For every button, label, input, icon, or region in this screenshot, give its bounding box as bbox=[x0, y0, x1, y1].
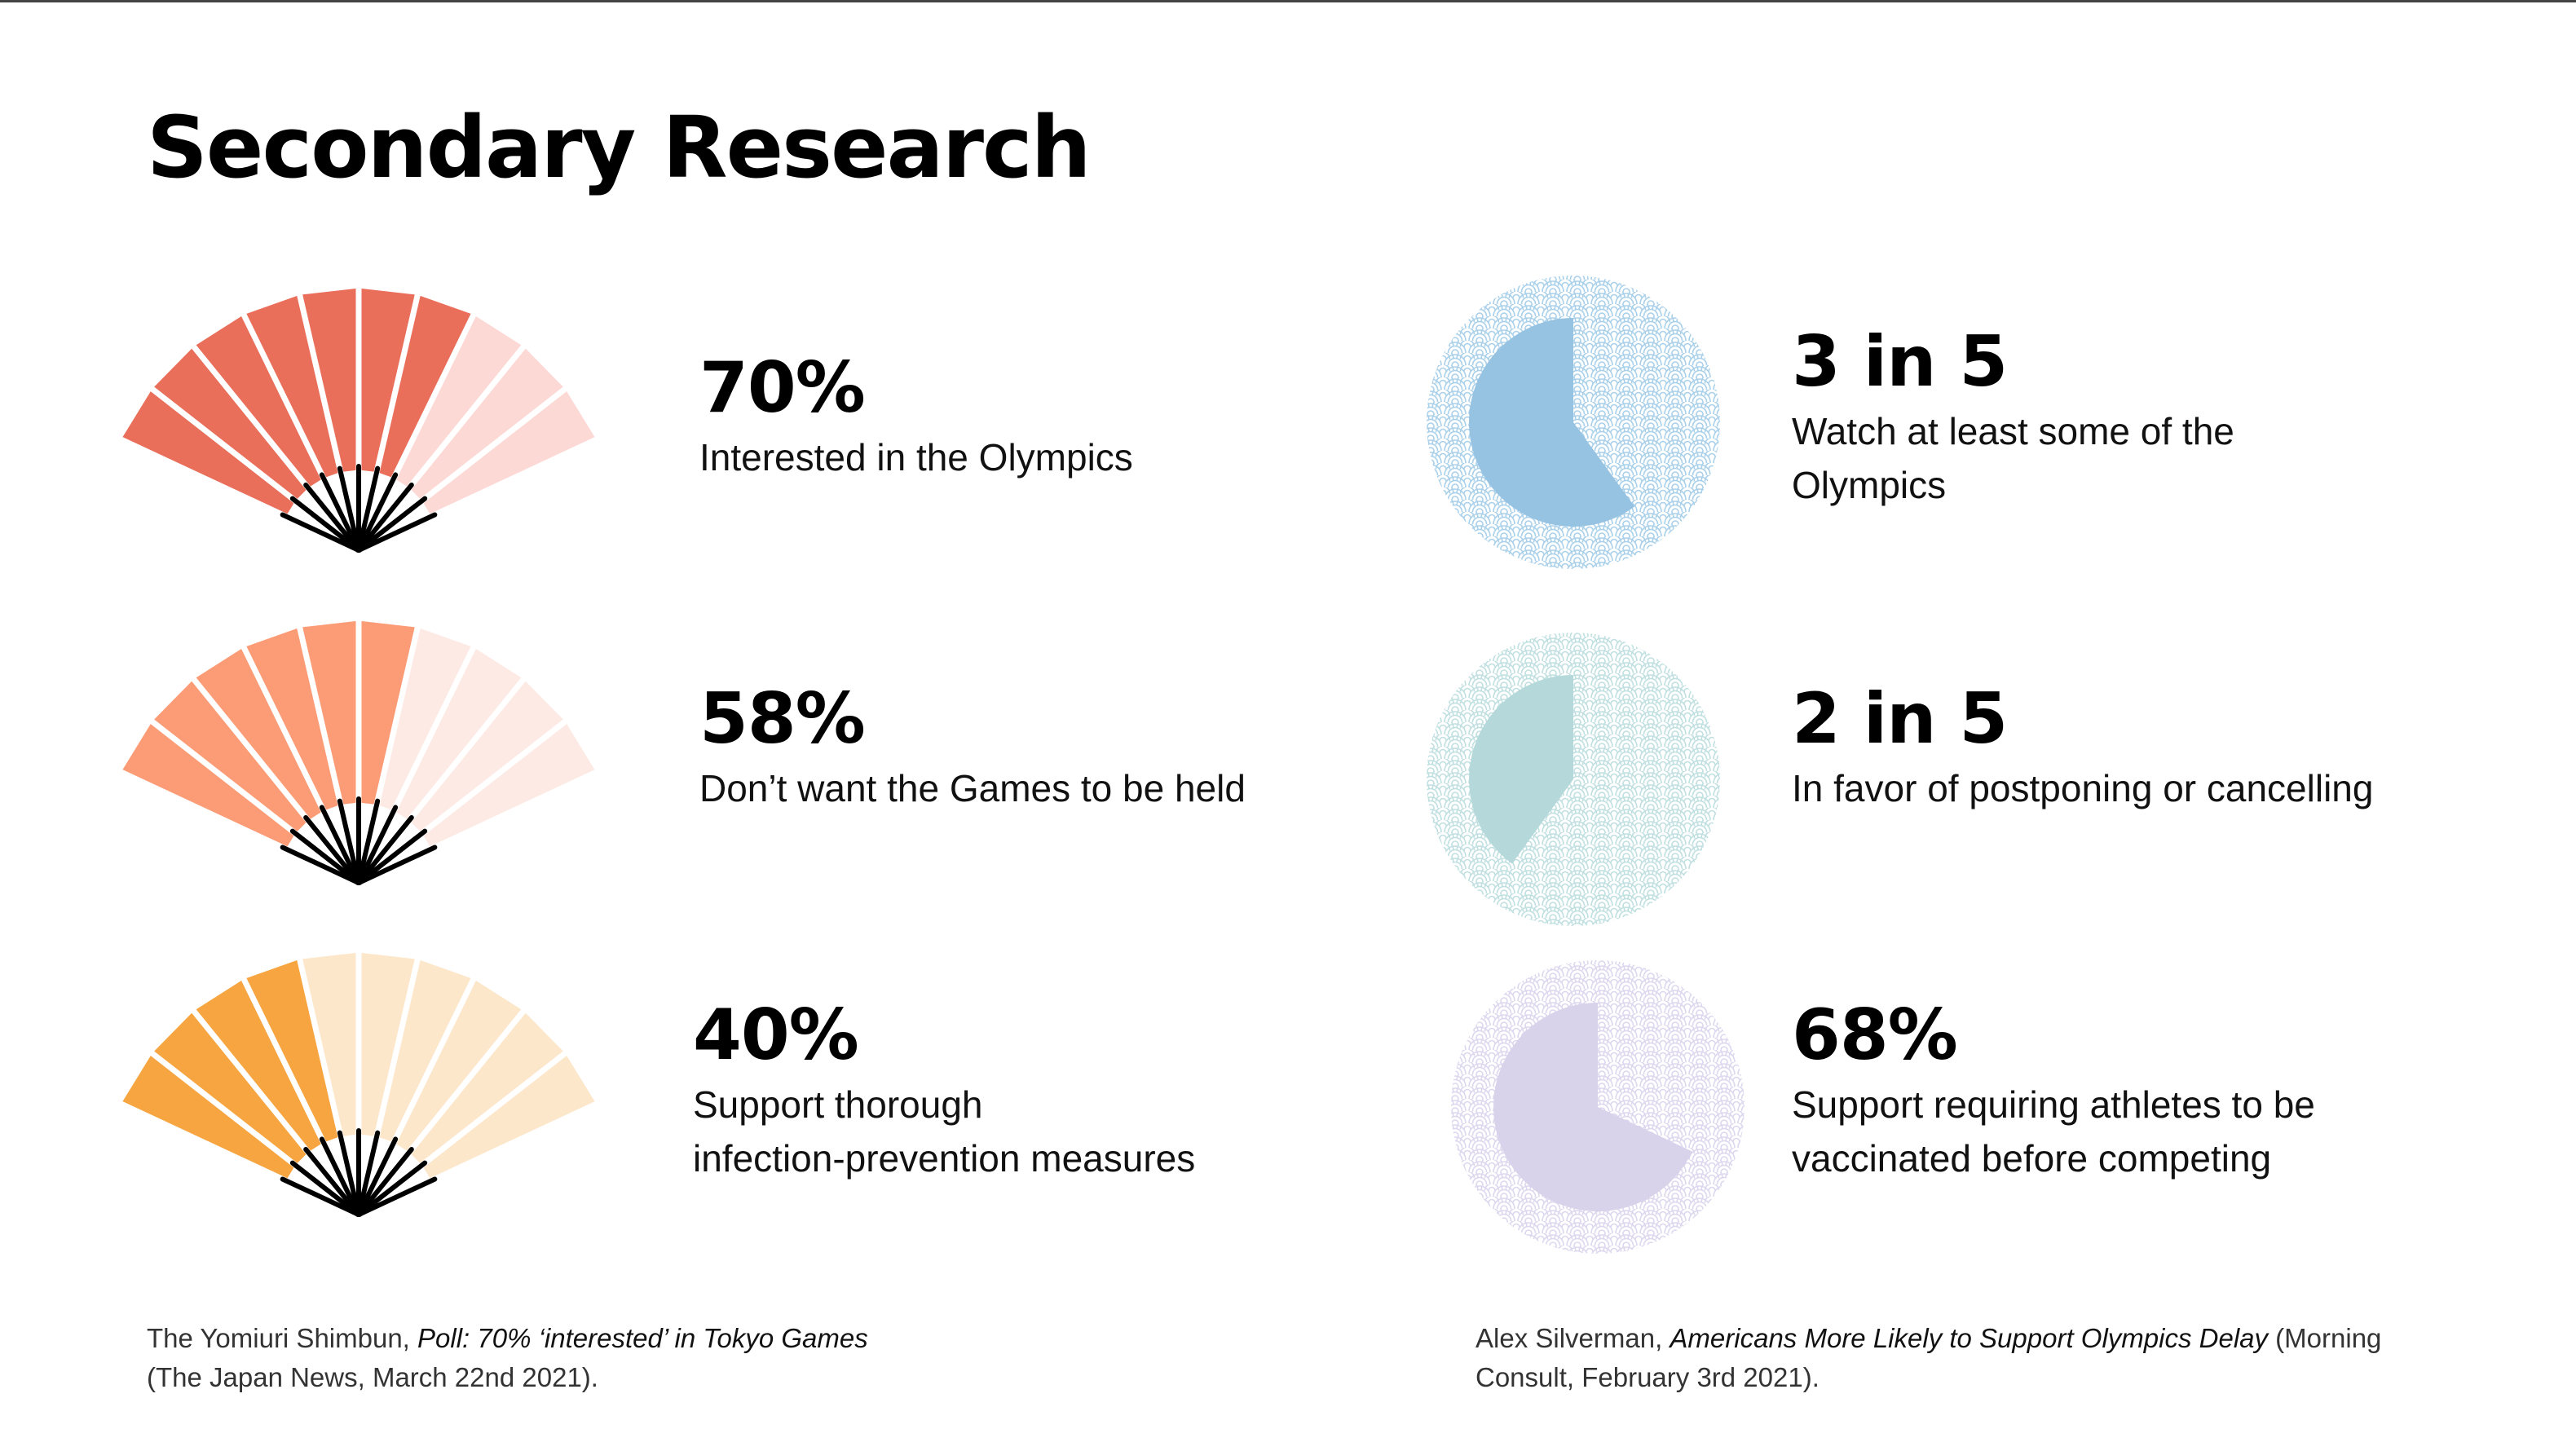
stat-description-line: Don’t want the Games to be held bbox=[699, 767, 1246, 809]
pie-circle-icon-postpone bbox=[1427, 633, 1720, 926]
stat-value: 68% bbox=[1792, 995, 1958, 1076]
stat-value: 2 in 5 bbox=[1792, 678, 2008, 760]
stat-description: Watch at least some of the Olympics bbox=[1792, 404, 2234, 512]
stat-interested: 70% Interested in the Olympics bbox=[699, 349, 1133, 484]
stat-value: 58% bbox=[699, 678, 866, 760]
citation-detail: (The Japan News, March 22nd 2021). bbox=[147, 1362, 598, 1392]
fan-panel-empty bbox=[417, 384, 602, 521]
stat-description: Support thorough infection-prevention me… bbox=[693, 1078, 1195, 1185]
fan-panel-empty bbox=[417, 717, 602, 853]
stat-description-line: vaccinated before competing bbox=[1792, 1137, 2272, 1180]
pie-wedge bbox=[1469, 675, 1573, 864]
fan-icon-dont-want bbox=[122, 615, 602, 885]
fan-pivot bbox=[354, 1207, 364, 1217]
citation-line: Consult, February 3rd 2021). bbox=[1475, 1358, 2535, 1397]
citation-title: Americans More Likely to Support Olympic… bbox=[1670, 1323, 2269, 1353]
stat-vaccinated: 68% Support requiring athletes to be vac… bbox=[1792, 996, 2315, 1185]
stat-description-line: Watch at least some of the bbox=[1792, 410, 2234, 452]
citation-detail: (Morning bbox=[2268, 1323, 2382, 1353]
fan-pivot bbox=[354, 875, 364, 885]
stat-description: In favor of postponing or cancelling bbox=[1792, 761, 2373, 815]
stat-value: 3 in 5 bbox=[1792, 321, 2008, 403]
stat-description-line: In favor of postponing or cancelling bbox=[1792, 767, 2374, 809]
citation-line: (The Japan News, March 22nd 2021). bbox=[147, 1358, 1206, 1397]
citation-title: Poll: 70% ‘interested’ in Tokyo Games bbox=[417, 1323, 868, 1353]
pie-circle-icon-vaccinated bbox=[1451, 960, 1745, 1254]
citation-author: Alex Silverman, bbox=[1475, 1323, 1670, 1353]
stat-description-line: infection-prevention measures bbox=[693, 1137, 1196, 1180]
citation-line: The Yomiuri Shimbun, Poll: 70% ‘interest… bbox=[147, 1319, 1206, 1358]
pie-wedge bbox=[1493, 1003, 1692, 1211]
stat-description-line: Support requiring athletes to be bbox=[1792, 1083, 2315, 1126]
pie-circle-icon-watch bbox=[1427, 276, 1720, 569]
fan-icon-prevention bbox=[122, 946, 602, 1217]
fan-ribs bbox=[280, 796, 438, 885]
stat-watch: 3 in 5 Watch at least some of the Olympi… bbox=[1792, 323, 2234, 512]
fan-ribs bbox=[280, 1128, 438, 1217]
stat-dont-want: 58% Don’t want the Games to be held bbox=[699, 680, 1246, 815]
stat-description-line: Olympics bbox=[1792, 464, 1947, 506]
stat-value: 70% bbox=[699, 347, 866, 429]
fan-pivot bbox=[354, 543, 364, 553]
stat-description-line: Support thorough bbox=[693, 1083, 983, 1126]
stat-value: 40% bbox=[693, 995, 859, 1076]
stat-postpone: 2 in 5 In favor of postponing or cancell… bbox=[1792, 680, 2373, 815]
citation-author: The Yomiuri Shimbun, bbox=[147, 1323, 418, 1353]
stat-description-line: Interested in the Olympics bbox=[699, 436, 1133, 479]
fan-panel-empty bbox=[417, 1048, 602, 1185]
page-title: Secondary Research bbox=[147, 98, 1092, 197]
citation-line: Alex Silverman, Americans More Likely to… bbox=[1475, 1319, 2535, 1358]
fan-icon-interested bbox=[122, 282, 602, 553]
stat-description: Support requiring athletes to be vaccina… bbox=[1792, 1078, 2315, 1185]
source-citation-left: The Yomiuri Shimbun, Poll: 70% ‘interest… bbox=[147, 1319, 1206, 1397]
citation-detail: Consult, February 3rd 2021). bbox=[1475, 1362, 1820, 1392]
source-citation-right: Alex Silverman, Americans More Likely to… bbox=[1475, 1319, 2535, 1397]
stat-description: Interested in the Olympics bbox=[699, 430, 1133, 484]
stat-description: Don’t want the Games to be held bbox=[699, 761, 1246, 815]
top-rule bbox=[0, 0, 2576, 2]
pie-wedge bbox=[1469, 318, 1635, 527]
fan-ribs bbox=[280, 464, 438, 553]
stat-prevention: 40% Support thorough infection-preventio… bbox=[693, 996, 1195, 1185]
